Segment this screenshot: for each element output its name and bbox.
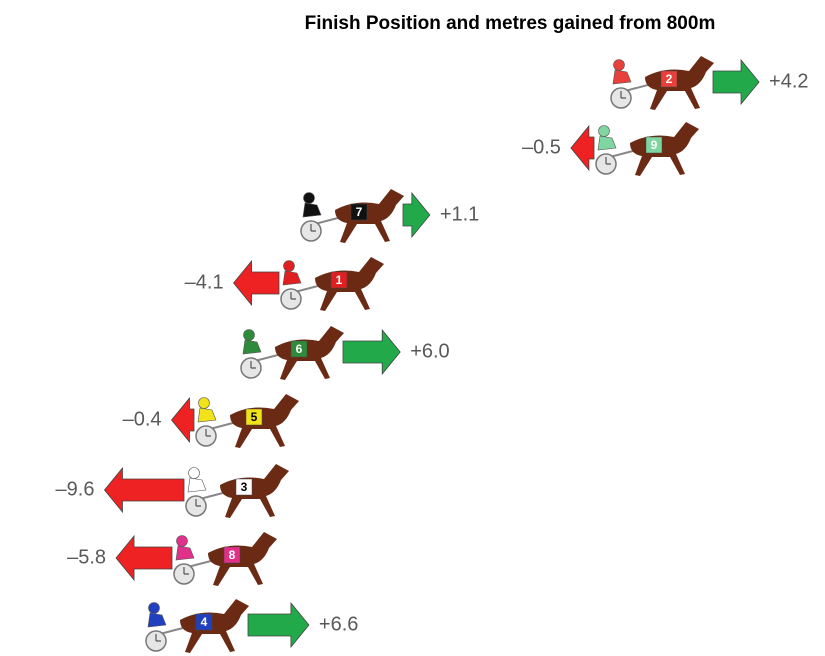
horse-number: 5	[251, 410, 258, 424]
value-label: –5.8	[67, 546, 106, 568]
driver-helmet	[189, 468, 200, 479]
horse-number: 6	[296, 342, 303, 356]
horse-number: 3	[241, 480, 248, 494]
horse: 8	[174, 532, 277, 586]
loss-arrow	[571, 126, 594, 170]
horse-body	[315, 257, 384, 311]
horse: 4	[146, 599, 249, 653]
gain-arrow	[713, 60, 759, 104]
horse-body	[335, 189, 404, 243]
driver-helmet	[244, 330, 255, 341]
horse-body	[645, 56, 714, 110]
horse-number: 8	[229, 548, 236, 562]
chart-title: Finish Position and metres gained from 8…	[305, 13, 716, 34]
chart: Finish Position and metres gained from 8…	[0, 0, 825, 656]
horse: 7	[301, 189, 404, 243]
gain-arrow	[343, 330, 400, 374]
horse-body	[630, 122, 699, 176]
driver	[188, 478, 206, 492]
value-label: –0.4	[123, 408, 162, 430]
driver	[613, 70, 631, 84]
driver-helmet	[284, 261, 295, 272]
horse: 2	[611, 56, 714, 110]
driver	[283, 271, 301, 285]
driver-helmet	[149, 603, 160, 614]
driver-helmet	[614, 60, 625, 71]
loss-arrow	[116, 536, 172, 580]
driver	[148, 613, 166, 627]
horse: 9	[596, 122, 699, 176]
value-label: –9.6	[56, 478, 95, 500]
horse-body	[230, 394, 299, 448]
loss-arrow	[104, 468, 184, 512]
value-label: –0.5	[522, 136, 561, 158]
horse-number: 7	[356, 205, 363, 219]
driver-helmet	[177, 536, 188, 547]
driver-helmet	[199, 398, 210, 409]
driver-helmet	[304, 193, 315, 204]
value-label: –4.1	[185, 271, 224, 293]
horse-number: 1	[336, 273, 343, 287]
horse-body	[208, 532, 277, 586]
value-label: +6.6	[319, 613, 358, 635]
gain-arrow	[403, 193, 430, 237]
driver	[303, 203, 321, 217]
horse: 5	[196, 394, 299, 448]
horse: 3	[186, 464, 289, 518]
driver	[176, 546, 194, 560]
loss-arrow	[234, 261, 279, 305]
loss-arrow	[172, 398, 194, 442]
value-label: +1.1	[440, 203, 479, 225]
driver-helmet	[599, 126, 610, 137]
driver	[243, 340, 261, 354]
driver	[598, 136, 616, 150]
gain-arrow	[248, 603, 309, 647]
horse-number: 9	[651, 138, 658, 152]
horse: 1	[281, 257, 384, 311]
driver	[198, 408, 216, 422]
horse: 6	[241, 326, 344, 380]
value-label: +6.0	[410, 340, 449, 362]
horse-body	[220, 464, 289, 518]
horse-body	[180, 599, 249, 653]
horse-body	[275, 326, 344, 380]
horse-number: 2	[666, 72, 673, 86]
horse-number: 4	[201, 615, 208, 629]
value-label: +4.2	[769, 70, 808, 92]
